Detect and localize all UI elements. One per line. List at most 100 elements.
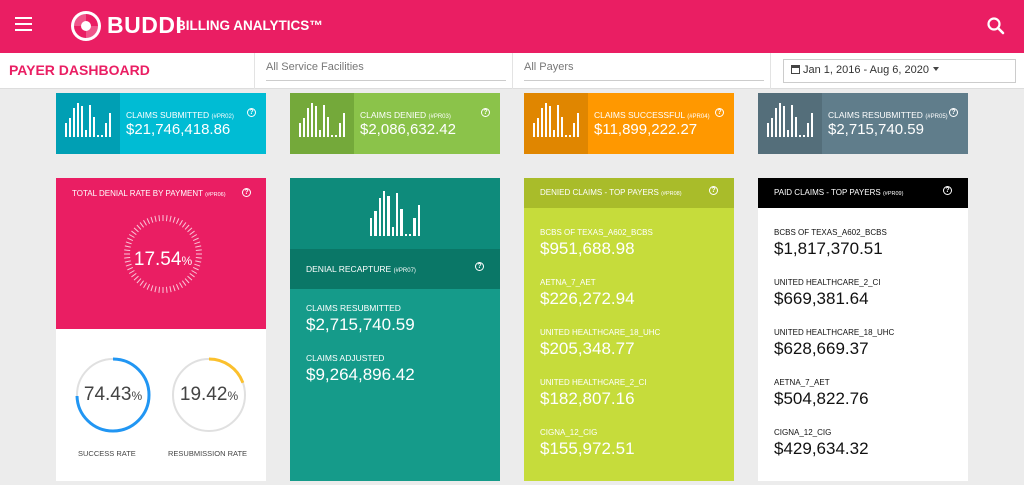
payer-amount: $504,822.76 (774, 389, 869, 408)
gauge-tick (181, 280, 187, 286)
gauge-tick (172, 216, 176, 223)
card-header: DENIED CLAIMS - TOP PAYERS (#PR08) ? (524, 178, 734, 208)
payer-amount: $155,972.51 (540, 439, 635, 458)
help-icon[interactable]: ? (475, 262, 484, 271)
stat-icon-pane (290, 93, 354, 154)
calendar-icon (791, 65, 800, 74)
gauge-tick (127, 237, 134, 242)
stat-label: CLAIMS SUCCESSFUL (#PR04) (594, 110, 710, 120)
gauge-tick (146, 283, 151, 290)
gauge-tick (150, 216, 154, 223)
bar-chart-icon (370, 191, 420, 236)
denial-rate-gauge (124, 215, 202, 293)
date-range-picker[interactable]: Jan 1, 2016 - Aug 6, 2020 (783, 59, 1016, 83)
help-icon[interactable]: ? (481, 108, 490, 117)
payer-name: CIGNA_12_CIG (540, 428, 598, 437)
denial-rate-value: 17.54% (133, 249, 193, 270)
payer-amount: $951,688.98 (540, 239, 635, 258)
gauge-tick (187, 275, 193, 281)
service-facilities-filter[interactable]: All Service Facilities (266, 61, 506, 81)
payers-filter[interactable]: All Payers (524, 61, 764, 81)
gauge-tick (192, 266, 199, 271)
gauge-tick (184, 278, 190, 284)
resubmission-rate-value: 19.42% (179, 384, 239, 405)
paid-top-payers-card: PAID CLAIMS - TOP PAYERS (#PR09) ? BCBS … (758, 178, 968, 481)
payer-amount: $669,381.64 (774, 289, 869, 308)
gauge-tick (124, 260, 131, 263)
gauge-tick (143, 282, 147, 289)
brand-name: BUDDI (107, 12, 183, 38)
caret-down-icon (933, 67, 939, 71)
stat-label: CLAIMS SUBMITTED (#PR02) (126, 110, 234, 120)
stat-card-claims-successful[interactable]: CLAIMS SUCCESSFUL (#PR04) $11,899,222.27… (524, 93, 734, 154)
stat-icon-pane (56, 93, 120, 154)
payer-name: UNITED HEALTHCARE_18_UHC (540, 328, 661, 337)
gauge-tick (125, 263, 132, 267)
gauge-tick (131, 230, 137, 236)
gauge-tick (124, 256, 131, 259)
help-icon[interactable]: ? (709, 186, 718, 195)
search-icon[interactable] (986, 16, 1006, 36)
payer-name: UNITED HEALTHCARE_18_UHC (774, 328, 895, 337)
bar-chart-icon (65, 103, 111, 137)
gauge-tick (128, 270, 135, 274)
gauge-tick (165, 286, 168, 293)
bar-chart-icon (533, 103, 579, 137)
gauge-tick (136, 278, 142, 284)
stat-card-claims-submitted[interactable]: CLAIMS SUBMITTED (#PR02) $21,746,418.86 … (56, 93, 266, 154)
divider (770, 53, 771, 89)
gauge-tick (165, 215, 168, 222)
payer-amount: $1,817,370.51 (774, 239, 883, 258)
help-icon[interactable]: ? (247, 108, 256, 117)
gauge-tick (139, 280, 145, 286)
gauge-tick (189, 272, 195, 278)
stat-value: $11,899,222.27 (594, 121, 698, 138)
gauge-tick (131, 272, 137, 278)
gauge-tick (195, 245, 202, 248)
stat-icon-pane (758, 93, 822, 154)
help-icon[interactable]: ? (949, 108, 958, 117)
gauge-tick (195, 256, 202, 259)
stat-card-claims-resubmitted[interactable]: CLAIMS RESUBMITTED (#PR05) $2,715,740.59… (758, 93, 968, 154)
gauge-tick (184, 224, 190, 230)
recapture-icon-pane (290, 178, 500, 249)
top-app-bar: BUDDI BILLING ANALYTICS™ (0, 0, 1024, 53)
gauge-tick (154, 286, 157, 293)
gauge-tick (128, 234, 135, 238)
help-icon[interactable]: ? (715, 108, 724, 117)
payer-name: AETNA_7_AET (774, 378, 830, 387)
card-title: DENIED CLAIMS - TOP PAYERS (#PR08) (540, 188, 682, 197)
gauge-tick (143, 219, 147, 226)
success-rate-value: 74.43% (83, 384, 143, 405)
menu-icon[interactable] (15, 17, 32, 31)
help-icon[interactable]: ? (242, 188, 251, 197)
payer-name: CIGNA_12_CIG (774, 428, 832, 437)
filter-bar: PAYER DASHBOARD All Service Facilities A… (0, 53, 1024, 89)
stat-card-claims-denied[interactable]: CLAIMS DENIED (#PR03) $2,086,632.42 ? (290, 93, 500, 154)
gauge-tick (194, 263, 201, 267)
gauge-tick (179, 282, 183, 289)
claims-adjusted-value: $9,264,896.42 (306, 365, 415, 384)
help-icon[interactable]: ? (943, 186, 952, 195)
gauge-tick (179, 219, 183, 226)
gauge-tick (127, 266, 134, 271)
recapture-title-band: DENIAL RECAPTURE (#PR07) ? (290, 249, 500, 289)
denial-rate-card: TOTAL DENIAL RATE BY PAYMENT (#PR06) ? 1… (56, 178, 266, 481)
resubmission-rate-label: RESUBMISSION RATE (168, 449, 248, 458)
payer-amount: $628,669.37 (774, 339, 869, 358)
gauge-tick (189, 230, 195, 236)
app-subtitle: BILLING ANALYTICS™ (176, 18, 323, 33)
gauge-tick (150, 285, 154, 292)
gauge-tick (169, 286, 172, 293)
ring-progress (171, 357, 247, 433)
payer-amount: $182,807.16 (540, 389, 635, 408)
stat-value: $21,746,418.86 (126, 121, 231, 138)
payer-amount: $205,348.77 (540, 339, 635, 358)
stat-label: CLAIMS RESUBMITTED (#PR05) (828, 110, 948, 120)
gauge-tick (125, 241, 132, 245)
gauge-tick (169, 215, 172, 222)
gauge-tick (146, 218, 151, 225)
gauge-tick (124, 249, 131, 252)
payer-name: BCBS OF TEXAS_A602_BCBS (774, 228, 887, 237)
gauge-tick (139, 222, 145, 228)
